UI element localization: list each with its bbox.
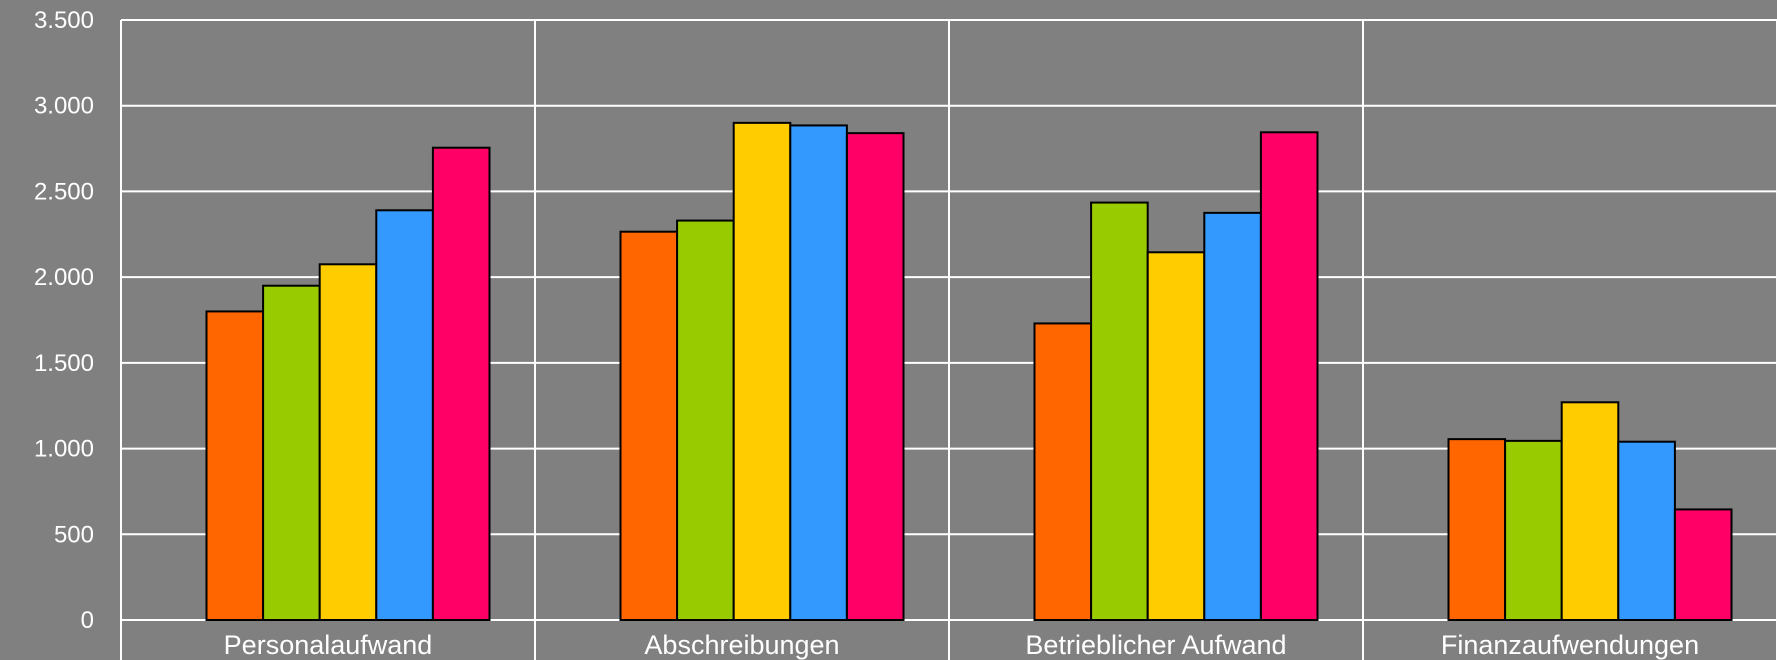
x-category-label: Finanzaufwendungen [1441,630,1699,660]
bar [431,146,491,621]
x-category-label: Personalaufwand [224,630,433,660]
y-tick-label: 2.500 [34,178,94,205]
bar [619,230,679,621]
x-category-label: Betrieblicher Aufwand [1025,630,1286,660]
bar [1617,440,1676,622]
y-tick-label: 500 [54,521,94,548]
y-tick-label: 1.000 [34,436,94,463]
y-tick-label: 2.000 [34,264,94,291]
bar [205,310,265,621]
bar [676,219,735,621]
x-axis-category-labels: Personalaufwand Abschreibungen Betrieblich… [224,630,1699,660]
bar [1447,438,1507,621]
bar [789,124,848,622]
bar [845,132,905,621]
y-tick-label: 3.000 [34,93,94,120]
bar [318,263,378,621]
y-tick-label: 0 [81,607,94,634]
bar [1090,201,1149,621]
bar [732,121,792,621]
y-tick-label: 3.500 [34,7,94,34]
bar [1033,322,1093,621]
bar [1146,251,1206,622]
bar [1203,211,1262,621]
bar [262,284,321,621]
y-tick-label: 1.500 [34,350,94,377]
bar [375,209,434,622]
bar [1259,131,1319,622]
y-axis-tick-labels: 0 500 1.000 1.500 2.000 2.500 3.000 3.500 [34,7,94,634]
bars [205,121,1733,622]
bar [1560,401,1620,621]
bar [1504,439,1563,621]
bar [1673,508,1733,621]
x-category-label: Abschreibungen [644,630,839,660]
